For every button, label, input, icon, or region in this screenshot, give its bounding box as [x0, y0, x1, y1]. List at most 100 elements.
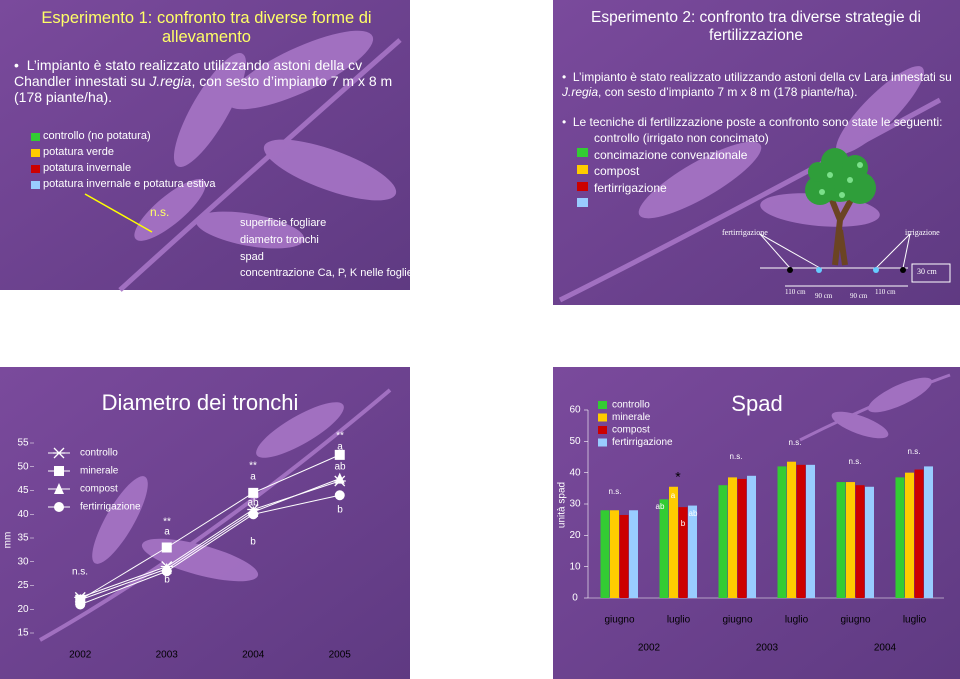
annotation: **	[163, 517, 171, 528]
y-tick-label: 0	[572, 593, 578, 604]
legend-label: fertirrigazione	[80, 502, 141, 513]
x-tick-label: 2005	[329, 650, 352, 661]
treatment: concimazione convenzionale	[594, 148, 748, 162]
bar	[865, 486, 874, 598]
text: , con sesto d’impianto 7 m x 8 m (178 pi…	[598, 85, 858, 99]
legend-marker	[53, 447, 65, 459]
y-axis-title: mm	[3, 532, 14, 549]
bar	[629, 510, 638, 598]
legend-label: controllo	[80, 448, 118, 459]
series-line	[79, 454, 340, 601]
bullet-text: • Le tecniche di fertilizzazione poste a…	[562, 115, 943, 129]
legend-icon	[577, 165, 588, 174]
annotation: n.s.	[730, 452, 743, 461]
y-tick-label: 55	[17, 438, 29, 449]
y-tick-label: 30	[569, 499, 581, 510]
y-tick-label: 10	[569, 561, 581, 572]
y-axis-title: unità spad	[557, 482, 568, 528]
arrow-line	[84, 193, 153, 233]
annotation: ab	[334, 462, 346, 473]
annotation: a	[337, 442, 343, 453]
measure: diametro tronchi	[240, 234, 319, 246]
bar	[924, 466, 933, 598]
text: L’impianto è stato realizzato utilizzand…	[572, 70, 952, 84]
note: n.s.	[150, 205, 170, 219]
annotation: b	[164, 575, 170, 586]
legend-swatch	[598, 401, 607, 409]
treatment: fertirrigazione	[594, 181, 667, 195]
legend-icon	[577, 148, 588, 157]
diagram-label: 110 cm	[875, 288, 896, 296]
annotation: **	[336, 431, 344, 442]
measure: concentrazione Ca, P, K nelle foglie	[240, 267, 413, 279]
diagram-label: 110 cm	[785, 288, 806, 296]
bullet-text: • L’impianto è stato realizzato utilizza…	[14, 57, 393, 105]
y-tick-label: 25	[17, 580, 29, 591]
text: L’impianto è stato realizzato utilizzand…	[14, 57, 363, 89]
annotation: a	[671, 491, 676, 500]
diagram-label: 90 cm	[850, 292, 868, 300]
marker	[161, 542, 172, 553]
bar	[737, 478, 747, 598]
y-tick-label: 50	[569, 436, 581, 447]
leaf-decoration	[39, 388, 392, 642]
text: , con sesto d’impianto 7 m x 8 m (178 pi…	[14, 73, 393, 105]
bar	[777, 466, 787, 598]
bar	[688, 505, 697, 598]
marker	[334, 449, 345, 460]
legend-swatch	[598, 426, 607, 434]
x-tick-label: luglio	[903, 615, 927, 626]
legend-icon	[31, 181, 40, 189]
y-tick-label: 20	[17, 604, 29, 615]
x-tick-label: luglio	[785, 615, 809, 626]
bar	[787, 461, 796, 598]
chart-title: Diametro dei tronchi	[102, 390, 299, 415]
text: Le tecniche di fertilizzazione poste a c…	[572, 115, 943, 129]
marker	[334, 472, 345, 484]
legend-text: potatura invernale e potatura estiva	[43, 178, 216, 190]
leaf-decoration	[118, 30, 402, 292]
y-tick-label: 40	[17, 509, 29, 520]
bar	[905, 472, 914, 598]
legend-label: minerale	[612, 412, 651, 423]
x-tick-label: 2003	[156, 650, 179, 661]
bar	[600, 510, 610, 598]
legend-label: compost	[80, 484, 118, 495]
bullet-text: • L’impianto è stato realizzato utilizza…	[562, 70, 952, 99]
slide-title: Esperimento 2: confronto tra diverse str…	[591, 9, 921, 44]
x-tick-label: giugno	[604, 615, 634, 626]
chart-title: Spad	[731, 391, 782, 416]
marker	[161, 566, 172, 577]
diagram-label: 30 cm	[917, 267, 937, 276]
slide-title: Esperimento 1: confronto tra diverse for…	[41, 9, 372, 46]
annotation: a	[164, 527, 170, 538]
bar	[728, 477, 737, 598]
x-tick-label: giugno	[722, 615, 752, 626]
x-tick-label: 2004	[242, 650, 265, 661]
marker	[75, 599, 86, 610]
group-label: 2004	[874, 643, 897, 654]
annotation: b	[250, 537, 256, 548]
annotation: n.s.	[72, 567, 88, 578]
annotation: n.s.	[908, 447, 921, 456]
diagram-label: fertirrigazione	[722, 228, 768, 237]
y-tick-label: 20	[569, 530, 581, 541]
annotation: n.s.	[789, 438, 802, 447]
annotation: a	[250, 472, 256, 483]
y-tick-label: 50	[17, 461, 29, 472]
legend-text: controllo (no potatura)	[43, 130, 151, 142]
legend-icon	[31, 149, 40, 157]
x-tick-label: luglio	[667, 615, 691, 626]
charts: Diametro dei tronchi mm 15 20 25 30 35 40 45 50 55…	[3, 390, 944, 661]
legend-swatch	[598, 438, 607, 447]
measure: spad	[240, 251, 264, 263]
legend-marker	[54, 466, 64, 476]
y-tick-label: 40	[569, 467, 581, 478]
tree-diagram	[759, 148, 951, 287]
legend-label: compost	[612, 425, 650, 436]
group-label: 2003	[756, 643, 779, 654]
bar	[806, 464, 815, 598]
legend-icon	[577, 182, 588, 191]
y-tick-label: 15	[17, 628, 29, 639]
